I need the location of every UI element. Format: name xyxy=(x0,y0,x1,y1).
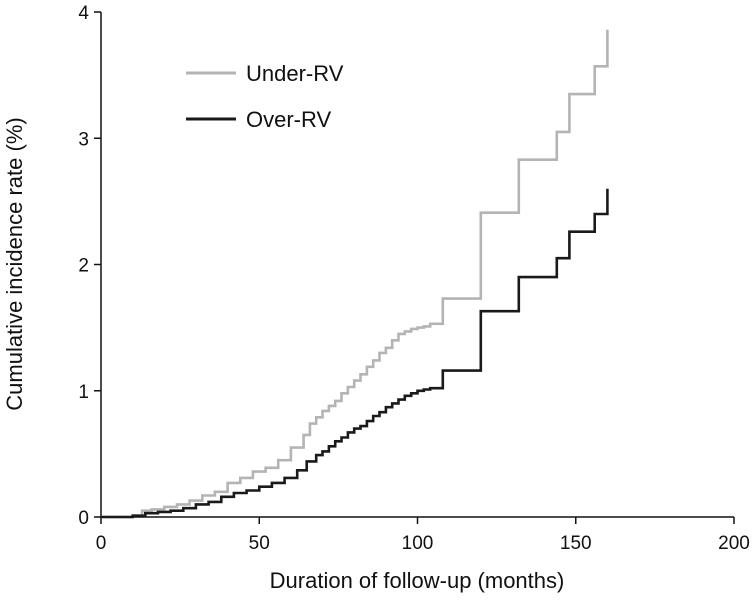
y-tick-label: 0 xyxy=(78,508,89,529)
series-layer xyxy=(101,29,609,519)
x-tick-label: 150 xyxy=(560,533,592,554)
series-line-under-rv xyxy=(101,29,609,519)
legend: Under-RV Over-RV xyxy=(186,61,344,132)
y-tick-label: 2 xyxy=(78,256,89,277)
axes: 0 50 100 150 200 0 1 2 3 4 xyxy=(78,3,749,554)
x-tick-label: 0 xyxy=(96,533,107,554)
y-axis-label: Cumulative incidence rate (%) xyxy=(2,117,27,410)
y-tick-label: 1 xyxy=(78,382,89,403)
y-tick-label: 3 xyxy=(78,129,89,150)
x-axis-label: Duration of follow-up (months) xyxy=(270,568,565,593)
series-line-over-rv xyxy=(101,188,609,519)
y-tick-label: 4 xyxy=(78,3,89,24)
x-tick-label: 100 xyxy=(402,533,434,554)
x-tick-label: 200 xyxy=(718,533,750,554)
legend-label-over-rv: Over-RV xyxy=(246,107,331,132)
legend-label-under-rv: Under-RV xyxy=(246,61,344,86)
x-tick-label: 50 xyxy=(249,533,270,554)
